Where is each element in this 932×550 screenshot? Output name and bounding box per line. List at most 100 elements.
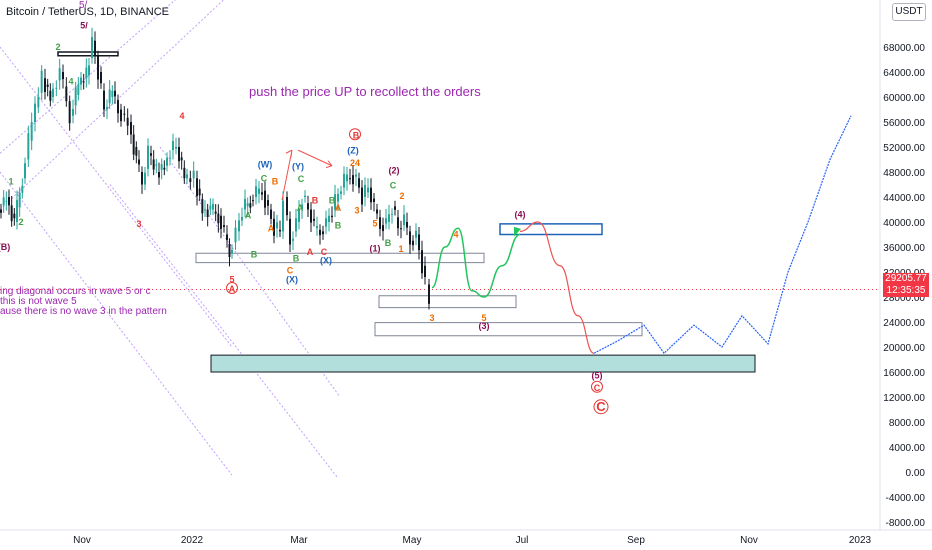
candle-body — [58, 68, 61, 81]
price-zone-box — [210, 354, 756, 373]
wave-label: A — [268, 223, 275, 233]
candle-body — [295, 218, 297, 232]
candle-body — [10, 205, 13, 222]
candle-body — [24, 163, 26, 179]
y-tick-label: 12000.00 — [883, 393, 925, 404]
candle-body — [403, 214, 405, 226]
wave-label: 3 — [429, 313, 434, 323]
candle-body — [334, 194, 336, 210]
candle-body — [249, 203, 252, 208]
candle-body — [166, 157, 168, 166]
candle-body — [226, 234, 228, 241]
wave-label: A — [297, 203, 304, 213]
wave-label: C — [596, 399, 606, 414]
candle-body — [412, 240, 414, 246]
wave-label: (X) — [320, 255, 332, 265]
y-tick-label: 44000.00 — [883, 193, 925, 204]
candle-body — [298, 209, 300, 222]
y-tick-label: 52000.00 — [883, 143, 925, 154]
wave-label: B — [293, 253, 300, 263]
wave-label: 5 — [481, 313, 486, 323]
wave-label: 5 — [229, 275, 234, 285]
y-tick-label: 60000.00 — [883, 93, 925, 104]
candle-body — [132, 134, 135, 155]
wave-circle-marker — [226, 282, 238, 294]
candle-body — [97, 56, 99, 80]
candle-body — [108, 89, 111, 104]
candle-body — [0, 209, 2, 213]
candle-body — [322, 231, 324, 235]
candle-body — [196, 178, 198, 197]
y-tick-label: -8000.00 — [886, 518, 926, 529]
wave-label: A — [229, 284, 236, 294]
candle-body — [346, 174, 348, 182]
candle-body — [220, 215, 222, 229]
candle-body — [241, 217, 243, 221]
wave-label: C — [261, 173, 268, 183]
candle-body — [123, 113, 126, 115]
candle-body — [267, 200, 269, 206]
candle-body — [13, 213, 16, 219]
candle-body — [130, 122, 132, 135]
candle-body — [352, 175, 354, 185]
candle-body — [313, 218, 315, 221]
candle-body — [217, 213, 220, 224]
candle-body — [158, 172, 160, 178]
candle-body — [304, 195, 306, 197]
wave-label: (2) — [389, 165, 400, 175]
annotation-push-price: push the price UP to recollect the order… — [249, 84, 481, 99]
y-tick-label: 4000.00 — [889, 443, 926, 454]
currency-unit-badge[interactable]: USDT — [892, 3, 926, 21]
candle-body — [310, 209, 312, 223]
y-tick-label: 36000.00 — [883, 243, 925, 254]
candle-body — [55, 87, 58, 89]
wave-label: 4 — [453, 230, 458, 240]
candle-body — [340, 191, 342, 194]
candle-body — [231, 249, 233, 254]
candle-body — [316, 226, 318, 229]
candle-body — [144, 172, 146, 185]
candle-body — [201, 199, 204, 214]
y-tick-label: 24000.00 — [883, 318, 925, 329]
candle-body — [234, 227, 237, 243]
candle-body — [325, 218, 327, 227]
candle-body — [150, 153, 152, 156]
x-tick-label: 2023 — [849, 535, 872, 546]
candle-body — [155, 164, 158, 166]
wave-label: 2 — [55, 42, 60, 52]
candle-body — [394, 206, 396, 210]
wave-label: 1 — [398, 244, 403, 254]
candle-body — [264, 190, 266, 208]
candle-body — [198, 188, 201, 196]
candle-body — [163, 167, 166, 170]
candle-body — [238, 220, 240, 232]
candle-body — [16, 199, 18, 222]
candle-body — [379, 217, 381, 229]
candle-body — [135, 147, 138, 156]
candle-body — [2, 197, 5, 206]
y-tick-label: 40000.00 — [883, 218, 925, 229]
candle-body — [18, 192, 21, 208]
side-note-line: ing diagonal occurs in wave 5 or c — [0, 286, 151, 297]
channel-line — [0, 0, 176, 154]
wave-label: (B) — [0, 242, 10, 252]
candle-body — [337, 193, 339, 202]
candle-body — [244, 198, 246, 210]
arrow-down-red — [297, 149, 333, 169]
candle-body — [415, 230, 417, 238]
candle-body — [373, 198, 375, 202]
candle-body — [186, 174, 188, 179]
candle-body — [349, 178, 351, 180]
y-tick-label: -4000.00 — [886, 493, 926, 504]
candle-body — [68, 101, 71, 124]
candle-body — [192, 170, 195, 179]
x-tick-label: Jul — [516, 535, 529, 546]
x-tick-label: 2022 — [181, 535, 204, 546]
channel-line — [109, 184, 339, 479]
candle-body — [270, 209, 272, 219]
candle-body — [103, 90, 105, 110]
candle-body — [252, 200, 254, 202]
candle-body — [152, 159, 155, 170]
candle-body — [292, 238, 294, 241]
